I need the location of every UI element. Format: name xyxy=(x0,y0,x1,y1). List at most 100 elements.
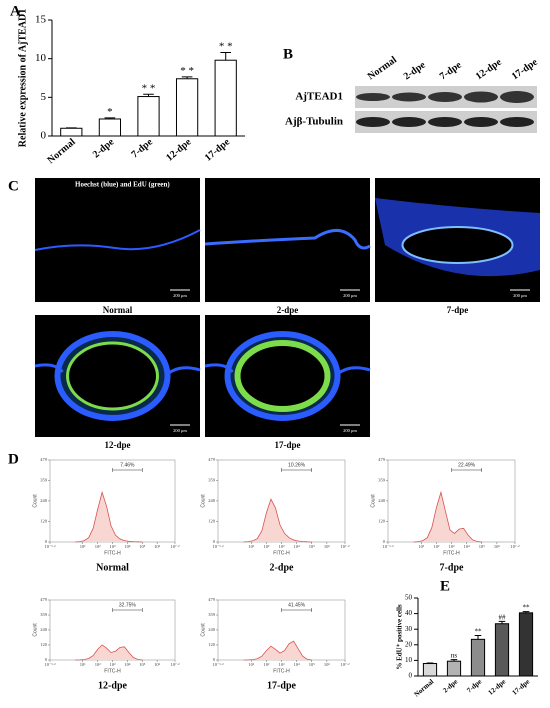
scale-label: 200 μm xyxy=(343,428,357,433)
gate xyxy=(112,468,143,472)
y-tick-label: 120 xyxy=(378,518,386,523)
histogram xyxy=(243,498,312,543)
significance: * * xyxy=(180,65,194,77)
x-tick-label: 10² xyxy=(263,544,270,549)
x-tick-label: 10⁻¹·² xyxy=(382,544,394,549)
blot-row-label: Ajβ-Tubulin xyxy=(285,116,343,128)
gate xyxy=(451,468,482,472)
y-tick-label: 15 xyxy=(35,14,47,26)
x-tick-label: 2-dpe xyxy=(441,678,459,695)
micrograph xyxy=(35,178,200,302)
x-axis-label: FITC-H xyxy=(273,668,290,674)
tissue xyxy=(401,226,514,264)
chart-title: 12-dpe xyxy=(98,680,127,691)
micrograph-label: 17-dpe xyxy=(274,440,300,450)
micrograph-caption: Hoechst (blue) and EdU (green) xyxy=(75,181,170,189)
chart-title: 17-dpe xyxy=(267,680,296,691)
x-tick-label: 10⁵ xyxy=(479,544,486,549)
blot-band xyxy=(464,117,498,127)
x-tick-label: 12-dpe xyxy=(487,678,508,697)
y-tick-label: 0 xyxy=(45,657,48,662)
error-bar xyxy=(450,659,458,662)
x-tick-label: 10¹ xyxy=(248,544,255,549)
chart-title: 7-dpe xyxy=(440,562,464,573)
gate-label: 41.45% xyxy=(288,602,306,608)
x-tick-label: 10⁷·² xyxy=(171,662,181,667)
y-tick-label: 240 xyxy=(40,498,48,503)
gate-label: 7.46% xyxy=(120,462,135,468)
y-tick-label: 0 xyxy=(383,539,386,544)
blot-band xyxy=(500,117,534,127)
x-tick-label: 10⁻¹·² xyxy=(44,544,56,549)
gate xyxy=(281,608,312,612)
x-tick-label: 10⁻¹·² xyxy=(44,662,56,667)
scale-label: 200 μm xyxy=(343,293,357,298)
panel-label: A xyxy=(10,3,21,19)
gate-label: 22.49% xyxy=(458,462,476,468)
panel-label: C xyxy=(8,178,19,194)
x-tick-label: 10⁷·² xyxy=(171,544,181,549)
x-tick-label: 17-dpe xyxy=(511,678,532,697)
tissue xyxy=(34,229,201,251)
plot-frame xyxy=(387,459,516,543)
x-tick-label: 17-dpe xyxy=(203,136,233,163)
error-bar xyxy=(104,117,116,119)
x-axis-label: FITC-H xyxy=(273,550,290,556)
bar xyxy=(137,96,160,137)
error-bar xyxy=(220,51,232,61)
y-tick-label: 240 xyxy=(40,627,48,632)
x-tick-label: 10⁶ xyxy=(154,662,161,667)
x-tick-label: 10² xyxy=(263,662,270,667)
x-axis-label: FITC-H xyxy=(443,550,460,556)
x-tick-label: 10³ xyxy=(279,662,286,667)
significance: ** xyxy=(523,604,531,612)
x-tick-label: 12-dpe xyxy=(164,136,194,163)
x-tick-label: 2-dpe xyxy=(91,136,117,160)
y-tick-label: 40 xyxy=(405,609,413,617)
bar xyxy=(494,623,510,677)
x-tick-label: 10⁷·² xyxy=(341,544,351,549)
histogram-fill xyxy=(243,641,312,660)
x-tick-label: 10⁴ xyxy=(124,662,131,667)
x-tick-label: 10⁴ xyxy=(464,544,471,549)
y-tick-label: 479 xyxy=(40,597,48,602)
x-tick-label: 10⁴ xyxy=(124,544,131,549)
y-tick-label: 359 xyxy=(378,478,386,483)
y-tick-label: 10 xyxy=(405,656,413,664)
y-axis-label: Count xyxy=(200,494,206,508)
scale-label: 200 μm xyxy=(513,293,527,298)
gate xyxy=(112,608,143,612)
x-tick-label: 10⁵ xyxy=(139,544,146,549)
blot-band xyxy=(500,91,534,103)
y-tick-label: 240 xyxy=(208,498,216,503)
bar xyxy=(470,638,486,677)
x-tick-label: 10¹ xyxy=(248,662,255,667)
error-bar xyxy=(474,634,482,640)
y-tick-label: 30 xyxy=(405,625,413,633)
histogram-fill xyxy=(75,644,143,660)
y-tick-label: 10 xyxy=(35,52,47,64)
bar xyxy=(98,118,122,137)
gate xyxy=(281,468,312,472)
bar xyxy=(175,78,199,137)
y-tick-label: 359 xyxy=(208,612,216,617)
y-tick-label: 359 xyxy=(40,478,48,483)
x-tick-label: 10⁶ xyxy=(324,544,331,549)
micrograph-label: 12-dpe xyxy=(104,440,130,450)
blot-band xyxy=(356,117,390,127)
x-tick-label: 10⁶ xyxy=(494,544,501,549)
tissue xyxy=(34,363,201,376)
x-tick-label: 10² xyxy=(433,544,440,549)
y-tick-label: 20 xyxy=(405,640,413,648)
x-tick-label: 10³ xyxy=(279,544,286,549)
histogram xyxy=(75,490,143,543)
y-tick-label: 359 xyxy=(40,612,48,617)
y-tick-label: 120 xyxy=(40,642,48,647)
x-tick-label: 10³ xyxy=(110,662,117,667)
x-tick-label: 10³ xyxy=(449,544,456,549)
y-tick-label: 240 xyxy=(378,498,386,503)
x-tick-label: 10¹ xyxy=(80,544,87,549)
y-tick-label: 50 xyxy=(405,594,413,602)
y-tick-label: 120 xyxy=(208,518,216,523)
lane-label: 7-dpe xyxy=(438,59,464,82)
